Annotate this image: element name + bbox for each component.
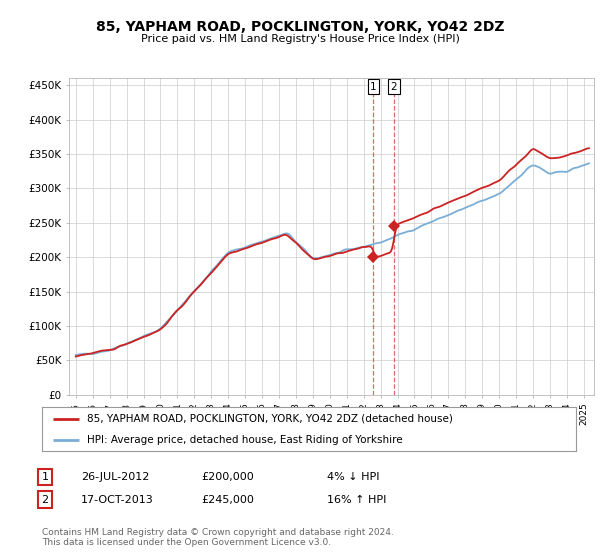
Text: 1: 1 xyxy=(41,472,49,482)
Text: HPI: Average price, detached house, East Riding of Yorkshire: HPI: Average price, detached house, East… xyxy=(88,435,403,445)
Text: £200,000: £200,000 xyxy=(201,472,254,482)
Text: 16% ↑ HPI: 16% ↑ HPI xyxy=(327,494,386,505)
Text: 85, YAPHAM ROAD, POCKLINGTON, YORK, YO42 2DZ: 85, YAPHAM ROAD, POCKLINGTON, YORK, YO42… xyxy=(96,20,504,34)
Text: 26-JUL-2012: 26-JUL-2012 xyxy=(81,472,149,482)
Text: 2: 2 xyxy=(391,82,397,92)
Text: £245,000: £245,000 xyxy=(201,494,254,505)
Text: 2: 2 xyxy=(41,494,49,505)
Text: Contains HM Land Registry data © Crown copyright and database right 2024.
This d: Contains HM Land Registry data © Crown c… xyxy=(42,528,394,548)
Text: 85, YAPHAM ROAD, POCKLINGTON, YORK, YO42 2DZ (detached house): 85, YAPHAM ROAD, POCKLINGTON, YORK, YO42… xyxy=(88,414,453,424)
Text: 1: 1 xyxy=(370,82,377,92)
Text: 4% ↓ HPI: 4% ↓ HPI xyxy=(327,472,380,482)
Text: 17-OCT-2013: 17-OCT-2013 xyxy=(81,494,154,505)
Text: Price paid vs. HM Land Registry's House Price Index (HPI): Price paid vs. HM Land Registry's House … xyxy=(140,34,460,44)
